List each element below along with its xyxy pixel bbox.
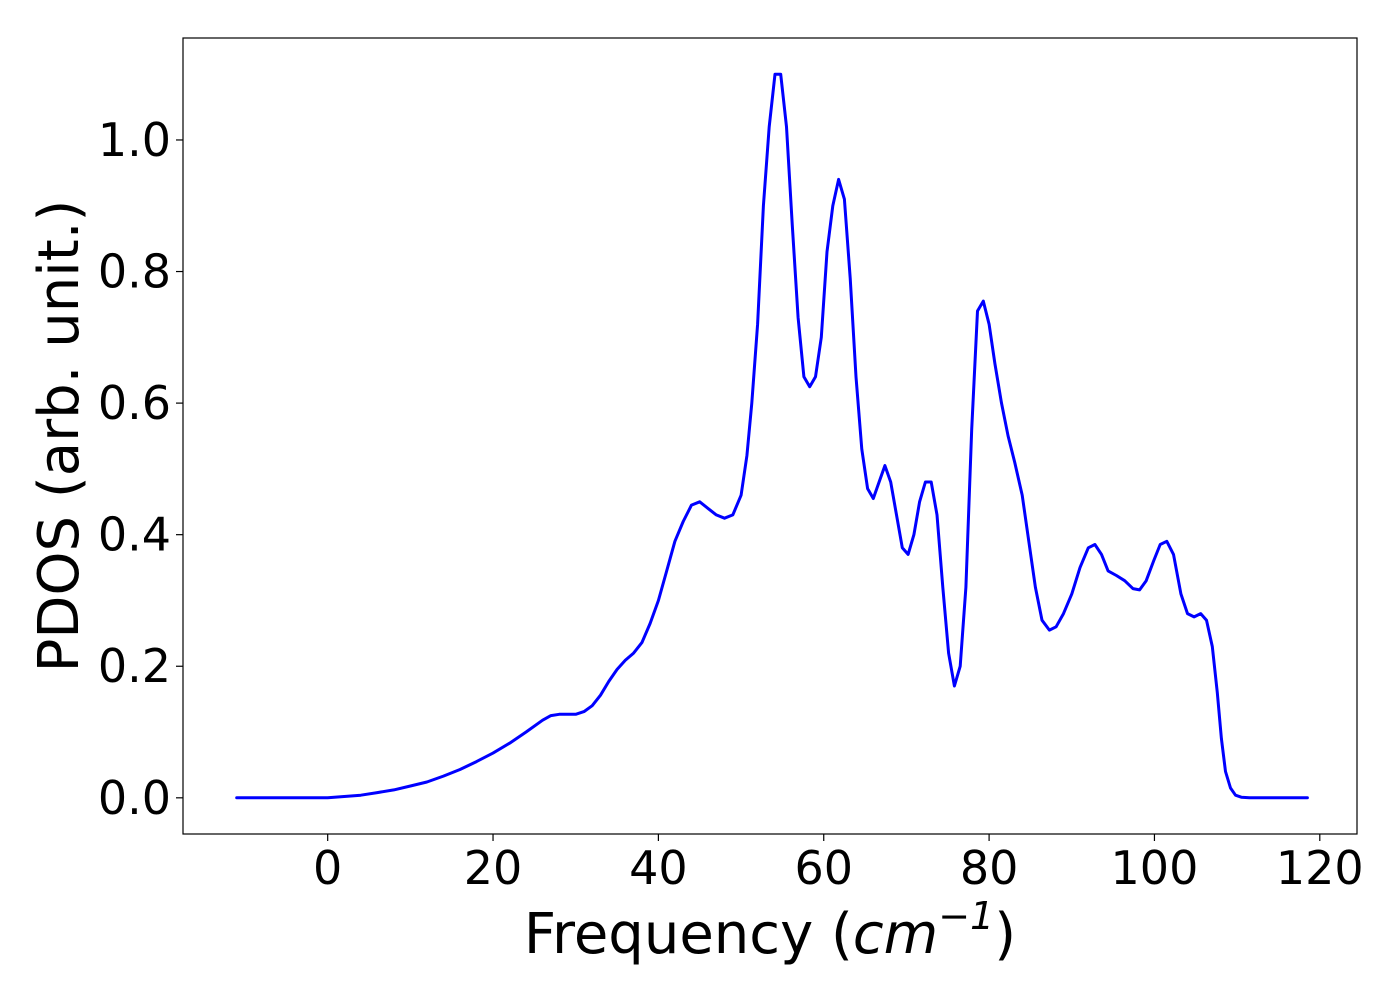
x-tick-label: 40 — [629, 841, 688, 895]
x-axis-label-suffix: ) — [994, 902, 1016, 967]
y-tick-label: 0.0 — [98, 771, 171, 825]
plot-area-frame — [182, 37, 1358, 835]
x-tick-label: 100 — [1111, 841, 1199, 895]
x-tick-label: 80 — [960, 841, 1019, 895]
x-tick-label: 120 — [1276, 841, 1364, 895]
y-tick-label: 1.0 — [98, 113, 171, 167]
y-tick-label: 0.8 — [98, 245, 171, 299]
x-axis-ticks: 0 20 40 60 80 100 120 — [313, 834, 1364, 895]
y-tick-label: 0.2 — [98, 639, 171, 693]
y-tick-label: 0.6 — [98, 376, 171, 430]
y-tick-label: 0.4 — [98, 508, 171, 562]
y-axis-ticks: 0.0 0.2 0.4 0.6 0.8 1.0 — [98, 113, 183, 825]
pdos-series-line — [235, 72, 1309, 800]
x-axis-label-unit: cm — [853, 902, 938, 967]
x-tick-label: 0 — [313, 841, 342, 895]
x-tick-label: 60 — [794, 841, 853, 895]
x-axis-label: Frequency (cm−1) — [524, 894, 1016, 967]
x-axis-label-text: Frequency ( — [524, 902, 853, 967]
y-axis-label: PDOS (arb. unit.) — [27, 200, 92, 673]
x-tick-label: 20 — [464, 841, 523, 895]
x-axis-label-exponent: −1 — [938, 894, 994, 938]
